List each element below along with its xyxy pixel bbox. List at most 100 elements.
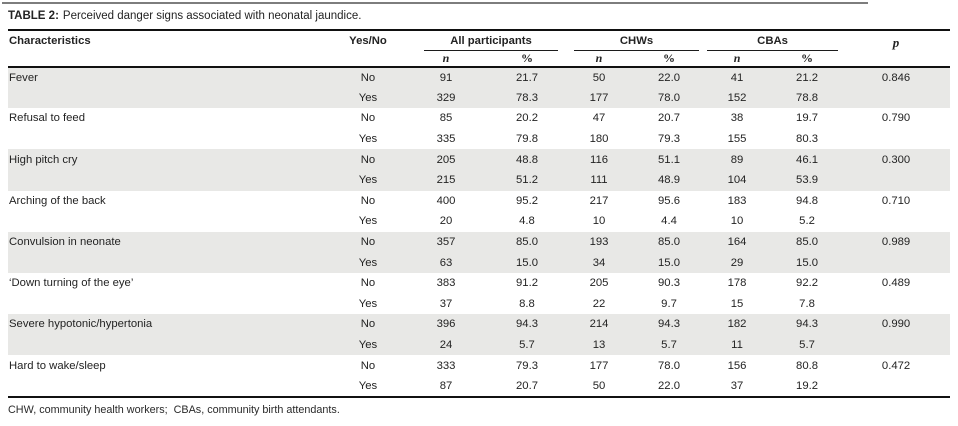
- table-container: TABLE 2: Perceived danger signs associate…: [0, 9, 958, 416]
- cell-yes-no: Yes: [358, 297, 378, 310]
- cell-p-value: 0.472: [881, 359, 911, 372]
- table-row: Severe hypotonic/hypertonia No 396 94.3 214 9…: [8, 314, 951, 335]
- cell-p-value: [842, 211, 950, 232]
- cell-cba-pct: 5.7: [799, 339, 815, 352]
- cell-p-value: [842, 376, 950, 397]
- cell-chw-n: 47: [592, 112, 606, 125]
- cell-cba-pct: 80.3: [796, 133, 819, 146]
- cell-all-pct: 8.8: [519, 297, 535, 310]
- table-title-prefix: TABLE 2:: [8, 10, 59, 22]
- cell-chw-n: 111: [590, 174, 608, 187]
- cell-p-value: 0.846: [881, 71, 911, 84]
- cell-characteristic: [8, 211, 336, 232]
- cell-characteristic: [8, 170, 336, 191]
- cell-chw-pct: 51.1: [658, 153, 681, 166]
- cell-all-pct: 94.3: [516, 318, 538, 331]
- cell-characteristic: Convulsion in neonate: [9, 236, 121, 249]
- cell-all-n: 63: [439, 256, 453, 269]
- cell-chw-n: 116: [590, 153, 609, 166]
- subheader-all-n: n: [400, 51, 492, 68]
- cell-chw-n: 50: [592, 71, 606, 84]
- cell-chw-pct: 5.7: [661, 339, 677, 352]
- cell-all-n: 87: [439, 379, 453, 392]
- cell-p-value: 0.989: [881, 236, 911, 249]
- column-header-p-value: p: [842, 31, 951, 68]
- table-row: Yes 335 79.8 180 79.3 155 80.3: [8, 129, 950, 150]
- cell-characteristic: [8, 335, 336, 356]
- cell-chw-pct: 95.6: [658, 194, 681, 207]
- cell-characteristic: Fever: [9, 71, 38, 84]
- cell-cba-n: 104: [727, 174, 747, 187]
- cell-p-value: 0.990: [881, 318, 911, 331]
- cell-p-value: [842, 88, 950, 109]
- table-header: Characteristics Yes/No All participants …: [8, 31, 951, 68]
- table-row: Yes 215 51.2 111 48.9 104 53.9: [8, 169, 951, 191]
- cell-cba-pct: 46.1: [796, 153, 819, 166]
- cell-characteristic: ‘Down turning of the eye’: [9, 277, 134, 290]
- cell-chw-pct: 22.0: [658, 379, 681, 392]
- cell-characteristic: Severe hypotonic/hypertonia: [9, 318, 153, 331]
- cell-yes-no: Yes: [358, 256, 378, 269]
- cell-chw-n: 10: [592, 215, 606, 228]
- cell-p-value: 0.300: [881, 153, 911, 166]
- subheader-cba-pct: %: [772, 51, 843, 68]
- cell-cba-pct: 19.2: [796, 379, 819, 392]
- cell-all-pct: 4.8: [519, 215, 535, 228]
- table-row: High pitch cry No 205 48.8 116 51.1 89 46.1 0.30…: [8, 149, 951, 170]
- cell-yes-no: No: [360, 359, 376, 372]
- cell-all-pct: 48.8: [516, 153, 538, 166]
- cell-all-n: 396: [436, 318, 456, 331]
- cell-cba-pct: 15.0: [796, 256, 819, 269]
- cell-cba-pct: 80.8: [796, 359, 819, 372]
- table-row: Yes 87 20.7 50 22.0 37 19.2: [8, 376, 950, 397]
- cell-all-n: 85: [439, 112, 453, 125]
- cell-all-n: 20: [439, 215, 453, 228]
- cell-cba-pct: 53.9: [796, 174, 819, 187]
- cell-yes-no: Yes: [358, 91, 378, 104]
- cell-all-pct: 15.0: [516, 256, 538, 269]
- cell-characteristic: Arching of the back: [9, 194, 106, 207]
- cell-all-pct: 78.3: [516, 91, 538, 104]
- cell-chw-n: 180: [589, 133, 609, 146]
- table-row: Fever No 91 21.7 50 22.0 41 21.2 0.846: [8, 67, 951, 88]
- cell-chw-pct: 20.7: [658, 112, 681, 125]
- cell-cba-n: 37: [730, 379, 744, 392]
- cell-chw-n: 177: [589, 91, 609, 104]
- cell-cba-n: 15: [730, 297, 744, 310]
- cell-cba-n: 29: [730, 256, 744, 269]
- cell-cba-pct: 94.3: [796, 318, 819, 331]
- cell-all-n: 383: [436, 277, 456, 290]
- cell-all-pct: 85.0: [516, 236, 538, 249]
- cell-chw-pct: 94.3: [658, 318, 681, 331]
- cell-chw-n: 214: [589, 318, 609, 331]
- cell-yes-no: No: [360, 194, 376, 207]
- cell-cba-n: 156: [727, 359, 747, 372]
- cell-p-value: [842, 170, 950, 191]
- table-row: Yes 63 15.0 34 15.0 29 15.0: [8, 252, 951, 273]
- cell-yes-no: Yes: [358, 379, 378, 392]
- cell-characteristic: Hard to wake/sleep: [9, 359, 106, 372]
- cell-cba-pct: 21.2: [796, 71, 819, 84]
- cell-cba-n: 155: [727, 133, 747, 146]
- cell-cba-pct: 85.0: [796, 236, 819, 249]
- cell-cba-n: 164: [727, 236, 747, 249]
- table-footnote: CHW, community health workers; CBAs, com…: [8, 403, 340, 416]
- subheader-all-pct: %: [492, 51, 563, 68]
- group-header-cbas-label: CBAs: [707, 35, 839, 51]
- cell-chw-pct: 79.3: [658, 133, 681, 146]
- cell-cba-n: 11: [731, 339, 743, 352]
- cell-yes-no: No: [360, 236, 376, 249]
- cell-p-value: 0.790: [881, 112, 911, 125]
- cell-all-pct: 20.2: [516, 112, 538, 125]
- cell-p-value: [842, 294, 950, 315]
- table-row: Hard to wake/sleep No 333 79.3 177 78.0 156 80.…: [8, 355, 950, 376]
- cell-all-pct: 21.7: [516, 71, 538, 84]
- cell-all-n: 205: [436, 153, 456, 166]
- cell-all-pct: 79.3: [516, 359, 538, 372]
- cell-chw-pct: 48.9: [658, 174, 681, 187]
- table-title-text: Perceived danger signs associated with n…: [62, 10, 362, 22]
- cell-yes-no: Yes: [358, 174, 378, 187]
- cell-chw-n: 217: [589, 194, 609, 207]
- table-row: Yes 329 78.3 177 78.0 152 78.8: [8, 87, 951, 109]
- cell-chw-pct: 85.0: [658, 236, 681, 249]
